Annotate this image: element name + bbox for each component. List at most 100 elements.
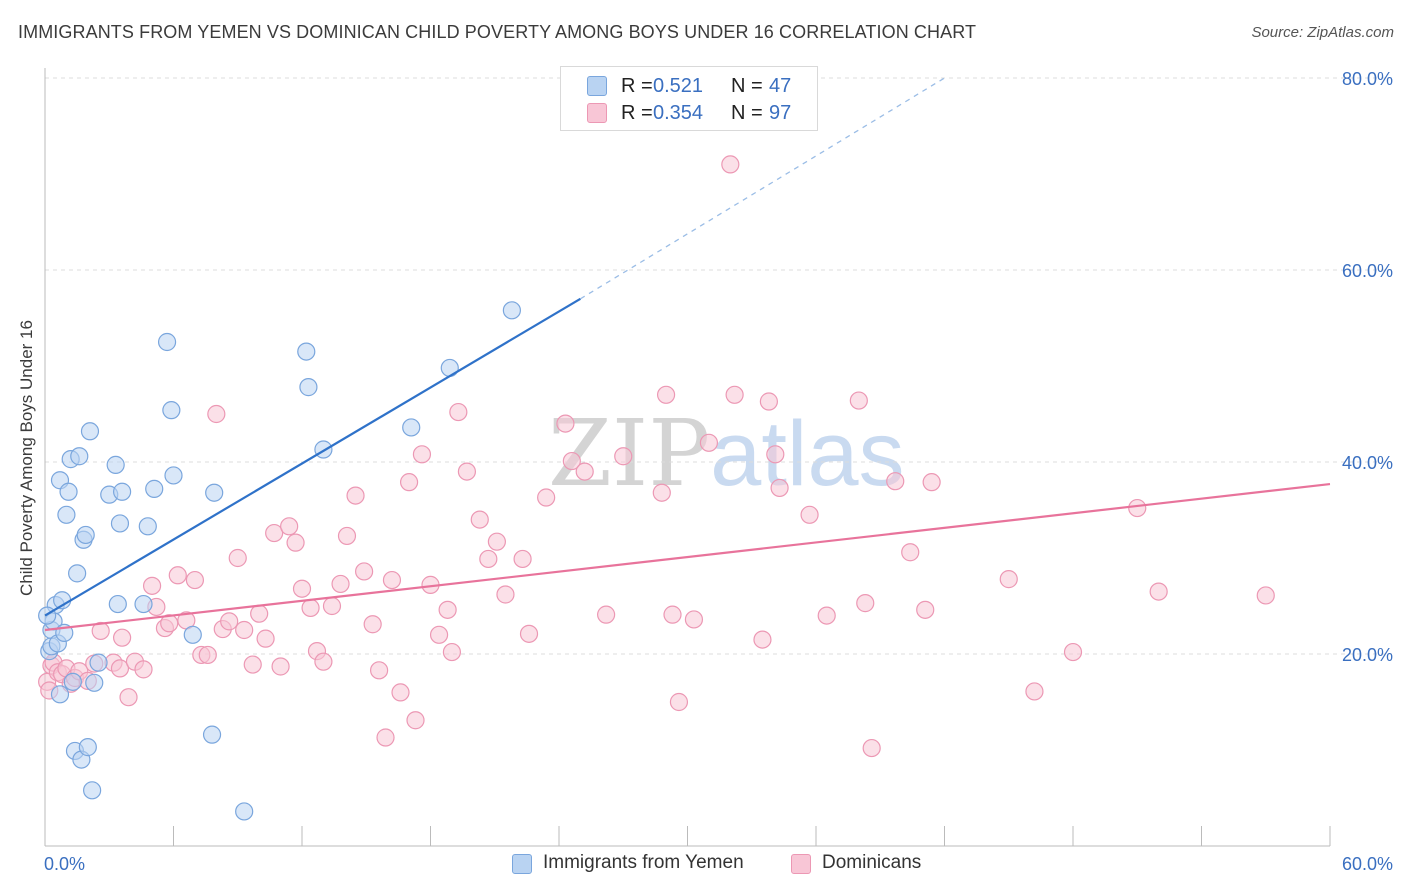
point-dominican [575, 462, 594, 481]
trendline-dominicans [44, 482, 1331, 632]
point-dominican [556, 414, 575, 433]
n-label: N = [731, 75, 763, 97]
point-dominican [479, 549, 498, 569]
point-yemen [89, 653, 108, 672]
point-dominican [1149, 582, 1168, 601]
point-dominican [220, 612, 239, 631]
legend-swatch-dominicans [587, 103, 607, 123]
point-dominican [725, 385, 744, 404]
point-dominican [119, 688, 138, 707]
point-dominican [862, 738, 881, 758]
point-dominican [134, 660, 153, 679]
point-dominican [1128, 498, 1147, 518]
point-dominican [684, 610, 704, 629]
point-yemen [50, 685, 70, 704]
point-dominican [470, 510, 489, 529]
point-yemen [112, 482, 132, 501]
point-dominican [265, 523, 284, 543]
point-dominican [185, 570, 205, 590]
legend-swatch-yemen [587, 76, 607, 96]
point-yemen [297, 342, 316, 361]
point-dominican [355, 562, 374, 581]
point-dominican [412, 445, 432, 464]
point-dominican [1256, 586, 1275, 605]
point-dominican [537, 488, 556, 507]
point-yemen [63, 672, 82, 691]
point-dominican [112, 628, 132, 647]
chart-title: IMMIGRANTS FROM YEMEN VS DOMINICAN CHILD… [18, 22, 977, 42]
y-tick-label: 20.0% [1342, 645, 1393, 665]
point-dominican [652, 483, 671, 502]
point-dominican [656, 385, 676, 404]
legend-label-dominicans: Dominicans [822, 852, 922, 873]
point-dominican [160, 614, 179, 633]
legend-swatch-yemen [512, 854, 532, 874]
point-dominican [513, 549, 532, 569]
x-tick-label: 60.0% [1342, 854, 1393, 874]
point-dominican [314, 652, 333, 671]
point-dominican [228, 548, 247, 568]
point-dominican [721, 155, 740, 174]
point-dominican [800, 505, 819, 524]
legend-label-yemen: Immigrants from Yemen [543, 852, 744, 873]
point-dominican [337, 526, 357, 546]
point-dominican [110, 659, 130, 678]
point-dominican [391, 683, 410, 702]
point-dominican [280, 517, 299, 536]
point-dominican [235, 620, 254, 640]
r-label: R = [621, 102, 653, 124]
r-label: R = [621, 75, 653, 97]
point-dominican [519, 624, 539, 643]
trendline-yemen [44, 297, 581, 617]
source-label: Source: ZipAtlas.com [1251, 24, 1394, 41]
point-dominican [496, 585, 515, 604]
point-yemen [402, 418, 421, 437]
series-legend: Immigrants from Yemen Dominicans [0, 852, 1406, 878]
point-dominican [663, 605, 682, 624]
point-dominican [1063, 642, 1083, 662]
point-dominican [406, 711, 425, 730]
watermark: ZIPatlas [548, 400, 905, 507]
legend-swatch-dominicans [791, 854, 811, 874]
point-dominican [753, 630, 772, 649]
point-dominican [449, 402, 468, 422]
point-dominican [376, 728, 395, 747]
point-yemen [235, 802, 254, 821]
point-dominican [487, 532, 506, 551]
point-dominican [901, 543, 920, 562]
point-dominican [429, 625, 449, 644]
point-yemen [134, 594, 153, 614]
point-dominican [168, 566, 187, 585]
point-yemen [78, 738, 97, 757]
point-yemen [440, 358, 459, 378]
point-dominican [766, 445, 785, 464]
point-yemen [157, 332, 177, 352]
point-yemen [85, 673, 104, 692]
point-dominican [301, 598, 320, 618]
watermark-atlas: atlas [710, 403, 905, 505]
point-yemen [138, 517, 157, 536]
r-value: 0.354 [653, 102, 704, 124]
y-tick-label: 40.0% [1342, 453, 1393, 473]
point-yemen [502, 301, 521, 320]
point-yemen [110, 514, 130, 533]
point-dominican [331, 574, 350, 594]
point-dominican [457, 462, 477, 481]
point-dominican [849, 391, 868, 410]
point-dominican [198, 645, 217, 665]
point-yemen [70, 447, 89, 466]
point-dominican [438, 600, 457, 619]
point-dominican [322, 596, 342, 616]
point-dominican [1025, 682, 1044, 701]
point-yemen [80, 422, 100, 441]
point-yemen [68, 564, 87, 583]
point-yemen [299, 378, 318, 397]
point-yemen [59, 482, 78, 501]
point-dominican [817, 606, 836, 625]
point-dominican [669, 692, 689, 712]
point-dominican [770, 478, 789, 498]
point-dominican [292, 579, 312, 598]
point-dominican [382, 570, 402, 590]
n-value: 97 [769, 102, 792, 124]
